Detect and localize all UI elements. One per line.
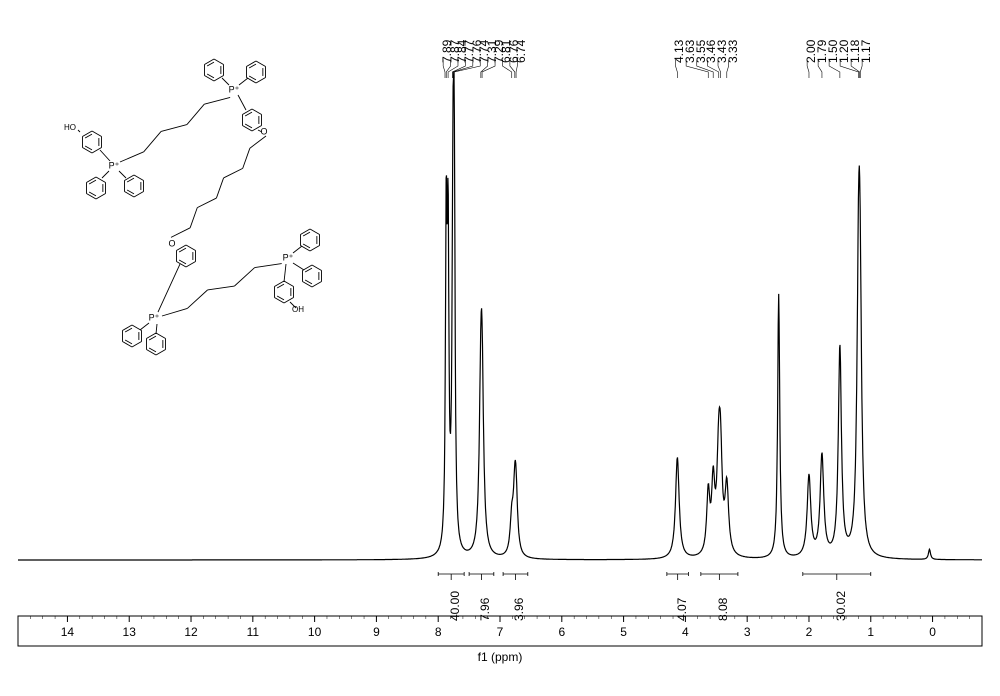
axis-tick-label: 13 [123,625,137,639]
axis-tick-label: 11 [247,625,260,639]
axis-tick-label: 1 [867,625,874,639]
x-axis-label: f1 (ppm) [0,650,1000,664]
axis-tick-label: 12 [184,625,198,639]
nmr-figure: P⁺HOP⁺OOP⁺P⁺OH 7.897.877.847.777.767.747… [0,0,1000,696]
axis-tick-label: 5 [620,625,627,639]
axis-tick-label: 14 [61,625,75,639]
axis-tick-label: 9 [373,625,380,639]
axis-tick-label: 3 [744,625,751,639]
axis-tick-label: 7 [497,625,504,639]
axis-tick-label: 4 [682,625,689,639]
axis-tick-label: 6 [558,625,565,639]
axis-tick-label: 8 [435,625,442,639]
axis-tick-label: 2 [806,625,813,639]
x-axis: 14131211109876543210 [0,0,1000,696]
axis-tick-label: 10 [308,625,322,639]
axis-tick-label: 0 [929,625,936,639]
